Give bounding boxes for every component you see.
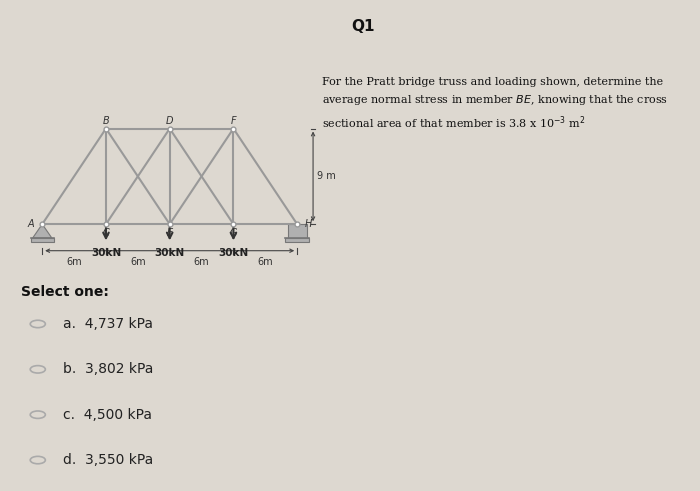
Text: d.  3,550 kPa: d. 3,550 kPa bbox=[63, 453, 153, 467]
Text: 6m: 6m bbox=[130, 257, 146, 267]
Text: F: F bbox=[230, 116, 236, 126]
Text: 30kN: 30kN bbox=[155, 247, 185, 257]
Text: 9 m: 9 m bbox=[317, 171, 336, 181]
Text: c.  4,500 kPa: c. 4,500 kPa bbox=[63, 408, 152, 422]
Text: E: E bbox=[167, 228, 173, 238]
Text: For the Pratt bridge truss and loading shown, determine the
average normal stres: For the Pratt bridge truss and loading s… bbox=[322, 77, 668, 131]
Polygon shape bbox=[33, 224, 52, 238]
Text: 6m: 6m bbox=[66, 257, 82, 267]
Text: C: C bbox=[103, 228, 109, 238]
Text: a.  4,737 kPa: a. 4,737 kPa bbox=[63, 317, 153, 331]
Text: B: B bbox=[103, 116, 109, 126]
Text: Select one:: Select one: bbox=[21, 285, 109, 299]
Polygon shape bbox=[288, 224, 307, 238]
Polygon shape bbox=[31, 238, 54, 242]
Text: 30kN: 30kN bbox=[91, 247, 121, 257]
Text: 6m: 6m bbox=[258, 257, 273, 267]
Text: 6m: 6m bbox=[194, 257, 209, 267]
Polygon shape bbox=[286, 238, 309, 242]
Text: H: H bbox=[304, 219, 312, 229]
Text: G: G bbox=[230, 228, 237, 238]
Text: 30kN: 30kN bbox=[218, 247, 248, 257]
Text: A: A bbox=[27, 219, 34, 229]
Text: Q1: Q1 bbox=[351, 19, 375, 34]
Text: D: D bbox=[166, 116, 174, 126]
Text: b.  3,802 kPa: b. 3,802 kPa bbox=[63, 362, 153, 376]
